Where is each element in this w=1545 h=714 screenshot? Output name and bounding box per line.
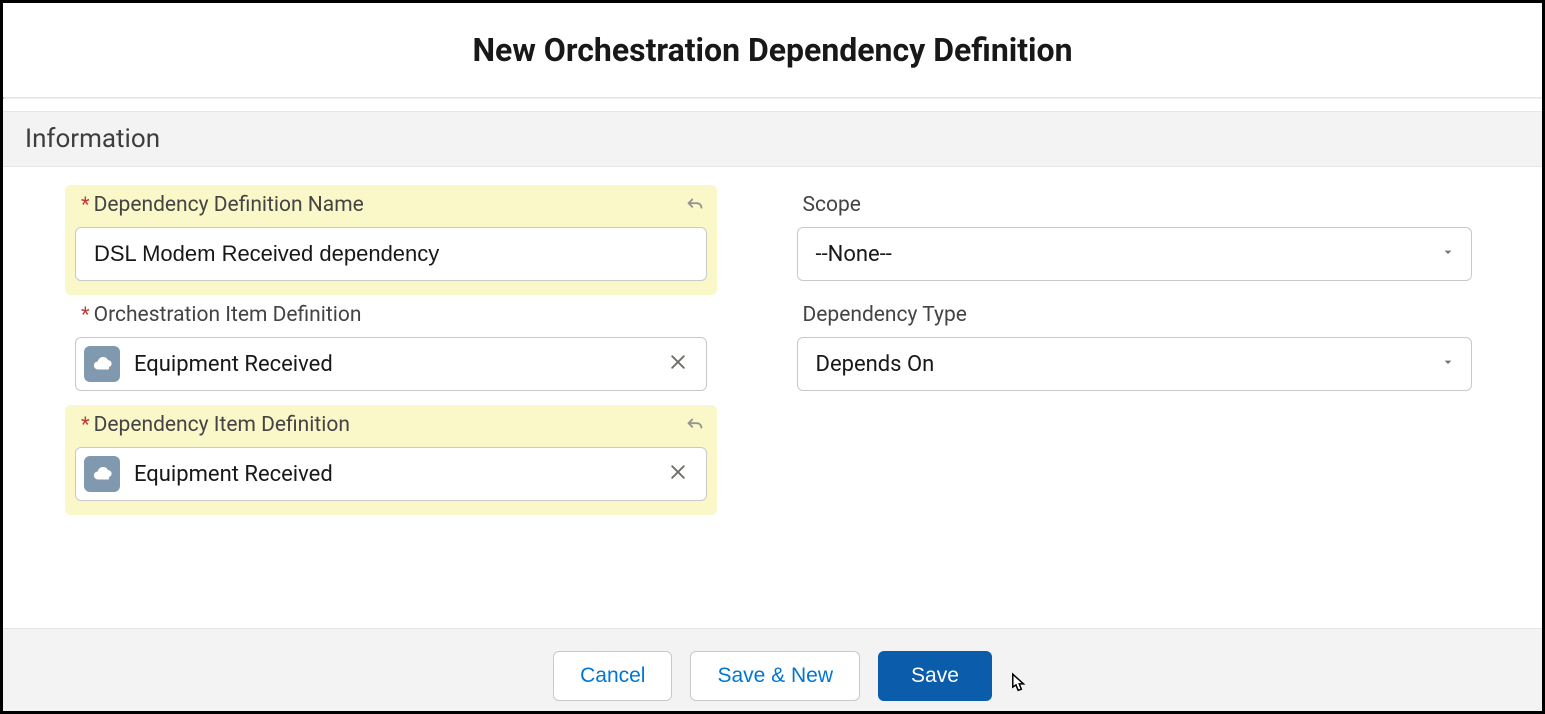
- select-value: --None--: [816, 242, 892, 267]
- section-gap: [3, 99, 1542, 111]
- field-label-row: Dependency Type: [797, 303, 1473, 327]
- cursor-pointer-icon: [1003, 671, 1029, 705]
- label-text: Dependency Item Definition: [94, 413, 350, 437]
- label-text: Scope: [803, 193, 861, 217]
- dependency-item-lookup[interactable]: Equipment Received: [75, 447, 707, 501]
- field-scope: Scope --None--: [787, 185, 1483, 295]
- section-header-information: Information: [3, 111, 1542, 167]
- form-grid: * Dependency Definition Name *: [21, 185, 1482, 515]
- label-text: Orchestration Item Definition: [94, 303, 362, 327]
- dependency-definition-name-input[interactable]: [75, 227, 707, 281]
- cancel-button[interactable]: Cancel: [553, 651, 672, 701]
- select-value: Depends On: [816, 352, 935, 377]
- cloud-icon: [84, 456, 120, 492]
- required-indicator: *: [81, 194, 90, 214]
- scope-select-wrap: --None--: [797, 227, 1473, 281]
- field-label: Scope: [803, 193, 861, 217]
- form-col-right: Scope --None--: [787, 185, 1483, 405]
- undo-icon[interactable]: [683, 193, 707, 217]
- form-body: * Dependency Definition Name *: [3, 167, 1542, 628]
- lookup-value: Equipment Received: [134, 462, 648, 487]
- save-and-new-button[interactable]: Save & New: [690, 651, 860, 701]
- label-text: Dependency Type: [803, 303, 967, 327]
- field-label-row: * Dependency Definition Name: [75, 193, 707, 217]
- field-label: * Dependency Item Definition: [81, 413, 350, 437]
- required-indicator: *: [81, 304, 90, 324]
- section-title: Information: [25, 124, 160, 154]
- field-dependency-definition-name: * Dependency Definition Name: [65, 185, 717, 295]
- save-button[interactable]: Save: [878, 651, 992, 701]
- lookup-value: Equipment Received: [134, 352, 648, 377]
- required-indicator: *: [81, 414, 90, 434]
- button-label: Save: [911, 664, 959, 688]
- field-orchestration-item-definition: * Orchestration Item Definition Equipmen…: [65, 295, 717, 405]
- orchestration-item-lookup[interactable]: Equipment Received: [75, 337, 707, 391]
- field-label-row: * Orchestration Item Definition: [75, 303, 707, 327]
- field-dependency-type: Dependency Type Depends On: [787, 295, 1483, 405]
- field-dependency-item-definition: * Dependency Item Definition Equipment R…: [65, 405, 717, 515]
- dependency-type-select-wrap: Depends On: [797, 337, 1473, 391]
- field-label: * Orchestration Item Definition: [81, 303, 361, 327]
- modal-footer: Cancel Save & New Save: [3, 628, 1542, 711]
- button-label: Save & New: [717, 664, 833, 688]
- field-label: Dependency Type: [803, 303, 967, 327]
- cloud-icon: [84, 346, 120, 382]
- scope-select[interactable]: --None--: [797, 227, 1473, 281]
- modal-container: New Orchestration Dependency Definition …: [0, 0, 1545, 714]
- undo-icon[interactable]: [683, 413, 707, 437]
- modal-header: New Orchestration Dependency Definition: [3, 3, 1542, 97]
- field-label: * Dependency Definition Name: [81, 193, 364, 217]
- field-label-row: Scope: [797, 193, 1473, 217]
- field-label-row: * Dependency Item Definition: [75, 413, 707, 437]
- modal-title: New Orchestration Dependency Definition: [3, 31, 1542, 69]
- button-label: Cancel: [580, 664, 645, 688]
- label-text: Dependency Definition Name: [94, 193, 364, 217]
- chevron-down-icon: [1440, 244, 1456, 264]
- clear-icon[interactable]: [662, 346, 694, 382]
- form-col-left: * Dependency Definition Name *: [21, 185, 717, 515]
- dependency-type-select[interactable]: Depends On: [797, 337, 1473, 391]
- chevron-down-icon: [1440, 354, 1456, 374]
- clear-icon[interactable]: [662, 456, 694, 492]
